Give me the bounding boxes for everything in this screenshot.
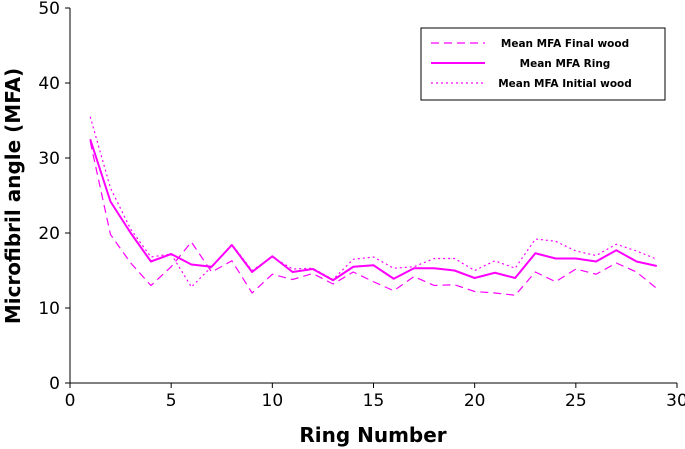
y-tick-label: 50 xyxy=(38,0,60,19)
legend-label-3: Mean MFA Initial wood xyxy=(498,78,632,90)
x-tick-label: 20 xyxy=(464,391,486,411)
series-line-1 xyxy=(89,141,658,296)
y-tick-label: 30 xyxy=(38,149,60,169)
x-tick-label: 0 xyxy=(65,391,76,411)
x-tick-label: 15 xyxy=(363,391,385,411)
legend-label-1: Mean MFA Final wood xyxy=(501,38,629,50)
y-tick-label: 40 xyxy=(38,74,60,94)
x-tick-label: 30 xyxy=(666,391,685,411)
x-tick-label: 10 xyxy=(262,391,284,411)
y-tick-label: 0 xyxy=(49,374,60,394)
series-line-2 xyxy=(89,138,657,282)
legend-label-2: Mean MFA Ring xyxy=(520,58,611,70)
series-line-3 xyxy=(89,116,657,288)
y-tick-label: 10 xyxy=(38,299,60,319)
legend: Mean MFA Final wood Mean MFA Ring Mean MFA… xyxy=(420,27,666,101)
series-layer xyxy=(89,116,658,296)
y-tick-label: 20 xyxy=(38,224,60,244)
y-ticks: 0 10 20 30 40 50 xyxy=(38,0,70,394)
y-axis-title: Microfibril angle (MFA) xyxy=(1,68,25,324)
x-tick-label: 25 xyxy=(565,391,587,411)
x-ticks: 0 5 10 15 20 25 30 xyxy=(65,383,685,411)
x-tick-label: 5 xyxy=(166,391,177,411)
x-axis-title: Ring Number xyxy=(299,423,446,447)
